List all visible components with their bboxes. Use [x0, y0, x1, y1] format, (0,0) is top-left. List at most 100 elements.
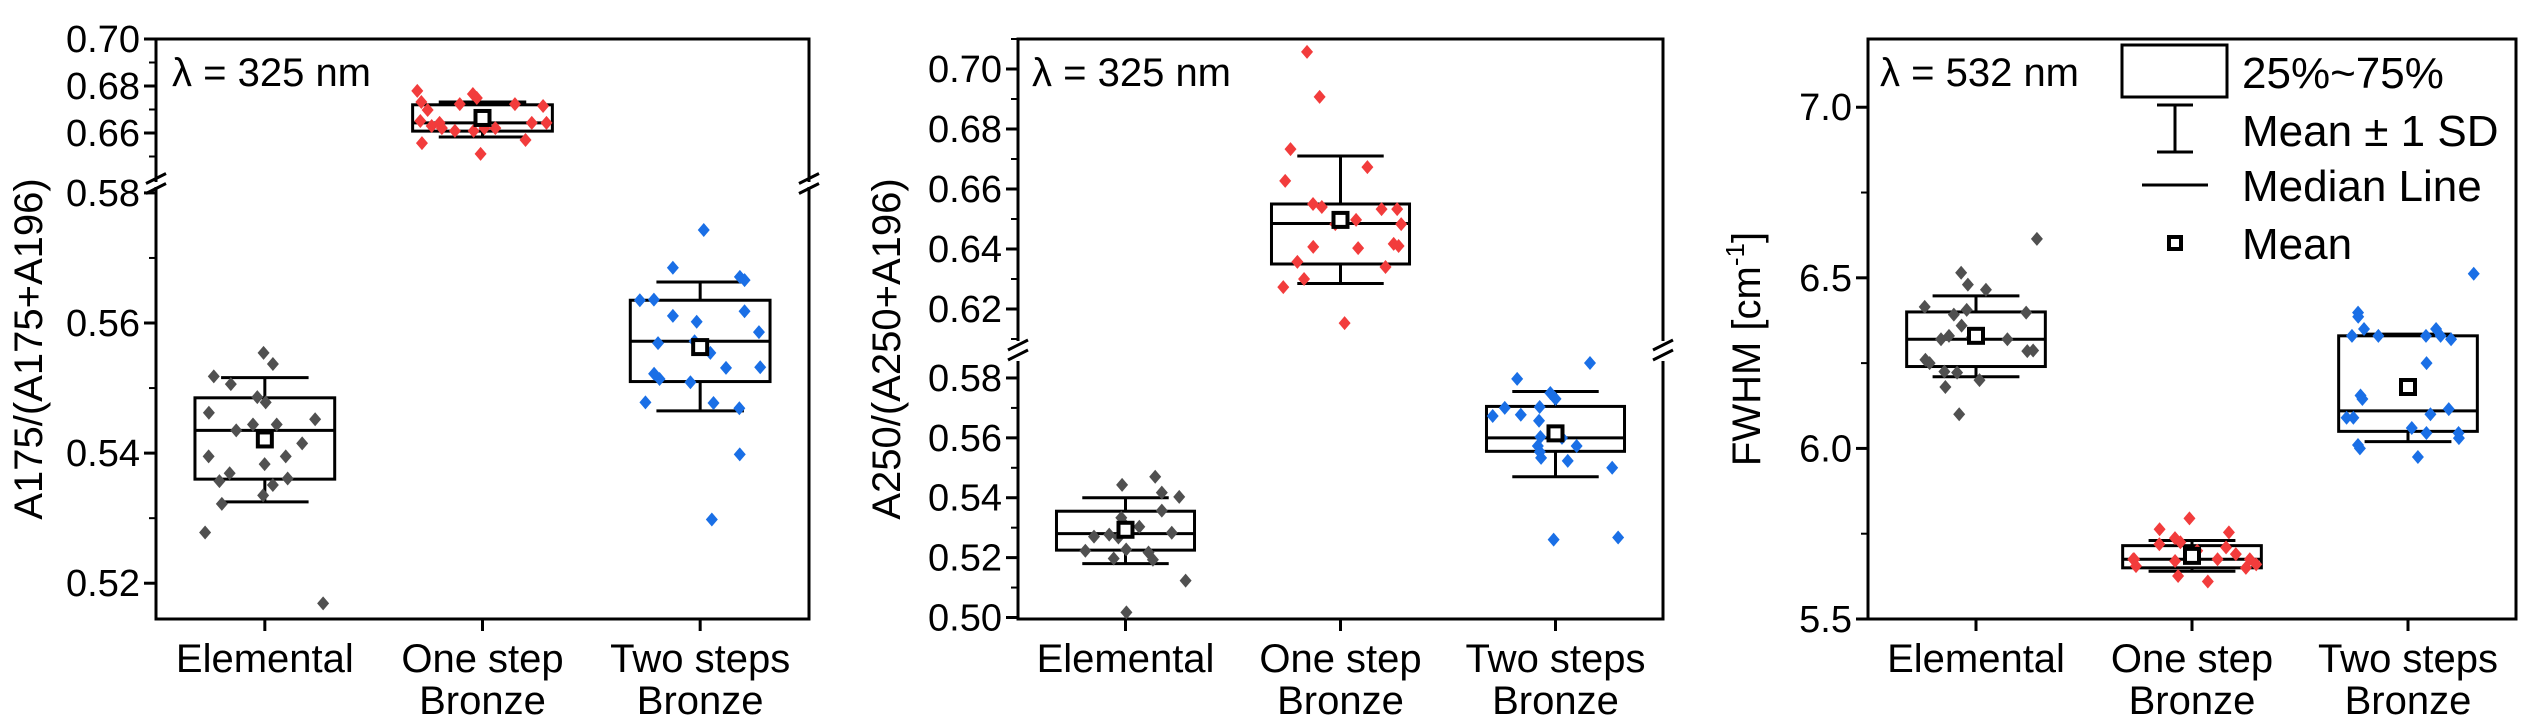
y-tick-label: 6.5 — [1799, 258, 1852, 300]
data-point — [1938, 364, 1951, 379]
y-tick-label: 0.68 — [66, 66, 140, 108]
data-point — [2153, 522, 2166, 537]
data-point — [1392, 239, 1405, 253]
y-tick-label: 5.5 — [1799, 599, 1852, 641]
data-point — [1973, 373, 1986, 388]
mean-marker — [1331, 210, 1350, 229]
data-point — [1291, 254, 1304, 269]
axis-break-mark — [1007, 338, 1029, 352]
y-tick-label: 0.54 — [928, 478, 1002, 520]
data-point — [474, 146, 487, 161]
data-point — [2442, 402, 2455, 417]
data-point — [2452, 431, 2465, 446]
legend-label: Mean — [2242, 220, 2352, 269]
data-point — [705, 512, 718, 527]
data-point — [647, 292, 660, 307]
data-point — [2358, 322, 2371, 336]
data-point — [448, 123, 461, 138]
data-point — [251, 390, 264, 405]
legend-mean-symbol — [2167, 235, 2183, 251]
wavelength-annotation: λ = 532 nm — [1880, 51, 2079, 95]
data-point — [2352, 309, 2365, 324]
data-point — [279, 449, 292, 464]
data-point — [2239, 560, 2252, 575]
data-point — [258, 457, 271, 472]
mean-marker — [691, 338, 710, 357]
x-category-label-line: Bronze — [2129, 679, 2256, 723]
x-category-label: One step Bronze — [401, 637, 563, 723]
data-point — [2467, 266, 2480, 281]
mean-marker — [255, 430, 274, 449]
data-point — [230, 423, 243, 438]
data-point — [1375, 202, 1388, 217]
y-tick-label: 0.58 — [928, 358, 1002, 400]
data-point — [259, 395, 272, 410]
data-point — [2340, 410, 2353, 425]
data-point — [470, 90, 483, 105]
data-point — [1953, 407, 1966, 422]
y-tick-label: 7.0 — [1799, 87, 1852, 129]
data-point — [2405, 420, 2418, 435]
panel-a: 0.52 0.54 0.56 0.58 0.66 0.68 0.70 A175/(A175+A… — [7, 19, 820, 723]
data-point — [2347, 410, 2360, 425]
data-point — [2345, 328, 2358, 343]
axis-break-gap — [153, 182, 159, 187]
data-point — [1155, 485, 1168, 500]
axis-break-mark — [1007, 348, 1029, 362]
box-one-step — [1269, 44, 1412, 331]
iqr-box — [2121, 544, 2263, 570]
y-tick-label: 0.64 — [928, 229, 1002, 271]
data-point — [1947, 307, 1960, 322]
data-point — [2174, 535, 2187, 550]
y-tick-label: 0.70 — [66, 19, 140, 61]
y-tick-label: 6.0 — [1799, 428, 1852, 470]
data-point — [633, 293, 646, 308]
data-point — [2250, 557, 2263, 572]
data-point — [540, 115, 553, 130]
wavelength-annotation: λ = 325 nm — [1032, 51, 1231, 95]
x-category-label-line: One step — [2111, 637, 2273, 681]
data-point — [1961, 277, 1974, 292]
mean-marker — [1116, 520, 1135, 539]
data-point — [2169, 554, 2182, 568]
x-category-label-line: Two steps — [2318, 637, 2498, 681]
data-point — [1939, 380, 1952, 394]
data-point — [1107, 551, 1120, 566]
data-point — [266, 477, 279, 492]
data-point — [1350, 212, 1363, 227]
data-point — [296, 436, 309, 451]
data-point — [317, 596, 330, 611]
data-point — [1307, 239, 1320, 254]
mean-marker — [2399, 378, 2417, 396]
data-point — [2172, 569, 2185, 584]
y-tick-label: 0.58 — [66, 173, 140, 215]
y-tick-label: 0.56 — [928, 418, 1002, 460]
data-point — [453, 97, 466, 112]
data-point — [1173, 489, 1186, 504]
plot-frame — [1016, 37, 1665, 621]
legend-label: 25%~75% — [2242, 49, 2444, 98]
data-point — [1612, 530, 1625, 545]
data-point — [1155, 503, 1168, 518]
data-point — [421, 102, 434, 117]
data-point — [2222, 525, 2235, 540]
data-point — [1298, 272, 1311, 286]
box-one-step — [411, 83, 554, 161]
x-category-label-line: Bronze — [637, 679, 764, 723]
box-elemental — [193, 345, 337, 611]
data-point — [1549, 391, 1562, 406]
axis-break-mark — [1652, 338, 1674, 352]
x-category-label: Elemental — [1037, 637, 1215, 681]
data-point — [2372, 328, 2385, 343]
data-point — [1079, 543, 1092, 558]
y-axis-label: FWHM [cm-1] — [1720, 232, 1769, 466]
x-category-label-line: Two steps — [1465, 637, 1645, 681]
data-point — [2153, 537, 2166, 552]
data-point — [2030, 231, 2043, 246]
data-point — [213, 474, 226, 489]
y-axis-label: A250/(A250+A196) — [865, 178, 909, 519]
data-point — [1514, 407, 1527, 422]
data-point — [666, 308, 679, 323]
data-point — [1179, 573, 1192, 588]
data-point — [1955, 318, 1968, 333]
